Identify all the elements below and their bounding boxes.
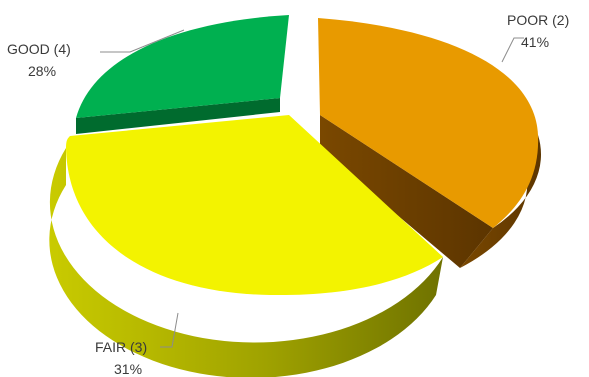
label-good-name: GOOD (4) bbox=[7, 41, 71, 57]
label-fair-percent: 31% bbox=[114, 361, 142, 377]
leader-line-good bbox=[100, 29, 185, 53]
slice-good-side bbox=[76, 98, 280, 134]
leader-line-fair bbox=[160, 312, 179, 348]
slice-fair bbox=[66, 115, 443, 296]
label-fair-name: FAIR (3) bbox=[95, 339, 147, 355]
label-poor-percent: 41% bbox=[521, 34, 549, 50]
label-poor-name: POOR (2) bbox=[507, 12, 569, 28]
slice-poor-side bbox=[320, 115, 493, 268]
leader-line-poor bbox=[501, 37, 524, 63]
slice-good bbox=[76, 15, 289, 118]
slice-poor bbox=[318, 18, 539, 228]
label-good-percent: 28% bbox=[28, 63, 56, 79]
